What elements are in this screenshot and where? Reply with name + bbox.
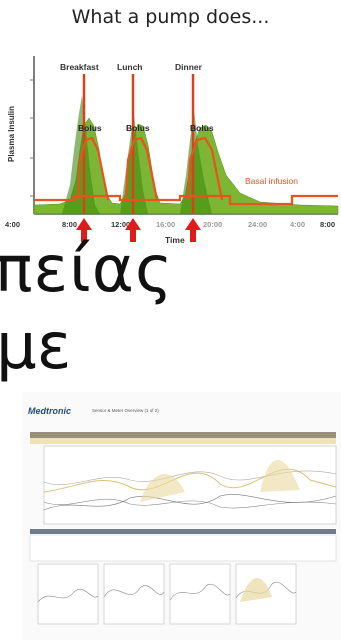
daily-line xyxy=(103,585,165,598)
arrow-up-icon xyxy=(125,218,141,242)
dinner-label: Dinner xyxy=(175,62,203,72)
tick-label: 20:00 xyxy=(203,220,222,229)
bolus-label-2: Bolus xyxy=(126,123,150,133)
bolus-outline-2 xyxy=(124,136,159,201)
pump-chart: Breakfast Lunch Dinner Bolus Bolus Bolus… xyxy=(5,56,339,245)
y-ticks xyxy=(30,79,34,197)
bolus-label-1: Bolus xyxy=(78,123,102,133)
tick-label: 8:00 xyxy=(62,220,77,229)
daily-chart xyxy=(37,563,99,625)
tick-label: 12:00 xyxy=(111,220,130,229)
daily-chart xyxy=(169,563,231,625)
trend-line xyxy=(43,498,337,509)
bolus-outline-3 xyxy=(186,136,224,201)
y-axis-label: Plasma Insulin xyxy=(7,106,16,162)
daily-line xyxy=(37,588,99,603)
meal-arrows xyxy=(76,218,201,242)
slide-title: What a pump does... xyxy=(71,6,270,28)
report-band-3 xyxy=(30,529,336,534)
greek-text-line-2: με xyxy=(0,310,72,384)
tick-label: 16:00 xyxy=(156,220,175,229)
arrow-up-icon xyxy=(185,218,201,242)
tick-label: 4:00 xyxy=(5,220,20,229)
medtronic-logo: Medtronic xyxy=(28,406,71,416)
tick-label: 8:00 xyxy=(320,220,335,229)
medtronic-report: Medtronic Sensor & Meter Overview (1 of … xyxy=(22,392,341,640)
report-band-2 xyxy=(30,438,336,444)
trend-fill xyxy=(140,459,300,502)
insulin-spikes xyxy=(62,95,212,214)
daily-line xyxy=(169,583,231,601)
trend-line xyxy=(43,494,337,511)
breakfast-label: Breakfast xyxy=(60,62,99,72)
bolus-label-3: Bolus xyxy=(190,123,214,133)
daily-fill xyxy=(240,578,272,602)
bolus-outline-1 xyxy=(76,136,110,201)
arrow-up-icon xyxy=(76,218,92,242)
basal-line xyxy=(34,194,338,206)
x-axis-label: Time xyxy=(165,235,185,245)
tick-label: 24:00 xyxy=(248,220,267,229)
tick-label: 4:00 xyxy=(290,220,305,229)
basal-label: Basal infusion xyxy=(245,176,298,186)
greek-text-line-1: πείας xyxy=(0,233,174,307)
summary-table xyxy=(29,534,337,562)
report-band xyxy=(30,432,336,438)
report-header: Sensor & Meter Overview (1 of 2) xyxy=(92,408,159,413)
lunch-label: Lunch xyxy=(117,62,143,72)
